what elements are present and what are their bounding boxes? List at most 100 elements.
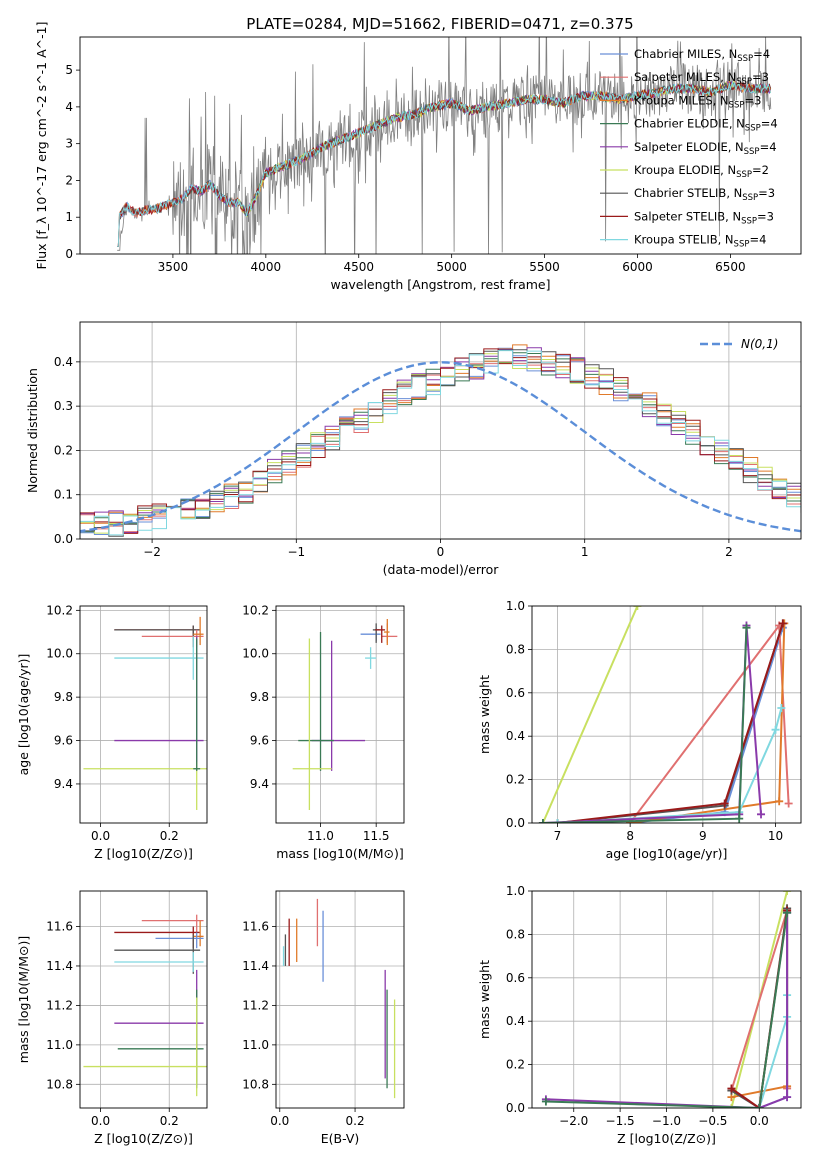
plot-area	[83, 616, 207, 810]
y-tick-label: 0.8	[506, 642, 525, 656]
y-axis-label: mass weight	[477, 960, 492, 1039]
x-tick-label: 1	[581, 545, 589, 559]
legend-label: Chabrier MILES, NSSP=4	[634, 47, 770, 64]
x-tick-label: 0.2	[346, 1114, 365, 1128]
y-tick-label: 11.6	[242, 920, 269, 934]
y-tick-label: 10.0	[46, 647, 73, 661]
histogram-kroupa-elodie	[80, 353, 801, 539]
x-tick-label: 4000	[251, 260, 282, 274]
legend-label: Chabrier STELIB, NSSP=3	[634, 186, 775, 203]
axes-layer: 0.0 0.2 10.8 11.0 11.2 11.4 11.6 Z [log10(Z/Z⊙)…	[16, 890, 208, 1146]
axes-frame	[531, 605, 802, 824]
weight-line-kroupa-elodie	[541, 606, 639, 823]
weight-marker	[757, 810, 766, 819]
panel-age-vs-mass: 11.0 11.5 9.4 9.6 9.8 10.0 10.2 mass [log10(M/M…	[242, 603, 405, 861]
axes-layer: 11.0 11.5 9.4 9.6 9.8 10.0 10.2 mass [log10(M/M…	[242, 603, 405, 861]
legend-subscript: SSP	[737, 54, 753, 64]
y-tick-label: 4	[65, 100, 73, 114]
model-line-kroupa-stelib	[117, 80, 771, 248]
spectrum-legend: Chabrier MILES, NSSP=4 Salpeter MILES, NS…	[600, 47, 778, 250]
legend-count: =3	[758, 186, 775, 200]
axes-layer: 0.0 0.2 9.4 9.6 9.8 10.0 10.2 Z [log10(Z/Z⊙)] ag…	[16, 603, 208, 861]
x-tick-label: 2	[725, 545, 733, 559]
weight-line-salpeter-miles	[629, 622, 790, 823]
x-tick-label: −1.0	[652, 1114, 681, 1128]
legend-subscript: SSP	[742, 193, 758, 203]
legend-label: Kroupa ELODIE, NSSP=2	[634, 163, 769, 180]
y-tick-label: 10.0	[242, 647, 269, 661]
legend-subscript: SSP	[729, 100, 745, 110]
weight-marker	[742, 623, 751, 632]
panel-mass-weight-vs-Z: −2.0 −1.5 −1.0 −0.5 0.0 0.0 0.2 0.4 0.6 0.8 1.0 Z […	[477, 884, 802, 1146]
plot-area	[80, 344, 801, 539]
x-tick-label: −0.5	[698, 1114, 727, 1128]
x-tick-label: 0.0	[270, 1114, 289, 1128]
weight-marker	[735, 814, 744, 823]
x-axis-label: Z [log10(Z/Z⊙)]	[617, 1131, 716, 1146]
histogram-chabrier-stelib	[80, 349, 801, 539]
axes-layer: 7 8 9 10 0.0 0.2 0.4 0.6 0.8 1.0 age [log10(age/yr…	[477, 599, 802, 861]
weight-marker	[553, 819, 562, 823]
legend-label: Salpeter ELODIE, NSSP=4	[634, 140, 777, 157]
y-tick-label: 11.2	[242, 998, 269, 1012]
x-tick-label: 5500	[529, 260, 560, 274]
x-tick-label: 7	[554, 829, 562, 843]
y-tick-label: 9.6	[250, 734, 269, 748]
y-tick-label: 0.8	[506, 927, 525, 941]
weight-marker	[727, 1084, 736, 1093]
weight-marker	[771, 725, 780, 734]
legend-count: =2	[752, 163, 769, 177]
x-tick-label: 5000	[436, 260, 467, 274]
y-tick-label: 11.2	[46, 998, 73, 1012]
axes-frame	[275, 605, 405, 824]
legend-subscript: SSP	[744, 147, 760, 157]
y-tick-label: 0.3	[54, 399, 73, 413]
y-tick-label: 10.8	[46, 1077, 73, 1091]
axes-frame	[275, 890, 405, 1109]
x-tick-label: 11.0	[307, 829, 334, 843]
legend-subscript: SSP	[734, 240, 750, 250]
axes-frame	[79, 36, 802, 255]
panel-age-vs-Z: 0.0 0.2 9.4 9.6 9.8 10.0 10.2 Z [log10(Z/Z⊙)] ag…	[16, 603, 208, 861]
weight-marker	[538, 819, 547, 823]
legend-label: N(0,1)	[741, 337, 778, 351]
panel-mass-vs-EBV: 0.0 0.2 10.8 11.0 11.2 11.4 11.6 E(B-V)	[242, 890, 405, 1146]
weight-marker	[775, 797, 784, 806]
y-tick-label: 0.6	[506, 686, 525, 700]
weight-marker	[633, 606, 642, 610]
legend-subscript: SSP	[741, 216, 757, 226]
plot-area	[83, 914, 207, 1097]
y-axis-label: mass weight	[477, 675, 492, 754]
legend-label: Kroupa MILES, NSSP=3	[634, 93, 761, 110]
y-tick-label: 0	[65, 247, 73, 261]
weight-marker	[727, 1104, 736, 1108]
x-tick-label: 0.0	[750, 1114, 769, 1128]
y-tick-label: 9.8	[54, 690, 73, 704]
y-tick-label: 9.6	[54, 734, 73, 748]
y-tick-label: 0.2	[54, 443, 73, 457]
model-line-salpeter-stelib	[117, 81, 771, 248]
x-tick-label: 0	[437, 545, 445, 559]
legend-label: Salpeter MILES, NSSP=3	[634, 70, 769, 87]
y-axis-label: Flux [f_λ 10^-17 erg cm^-2 s^-1 A^-1]	[34, 22, 49, 270]
axes-layer: 3500 4000 4500 5000 5500 6000 6500 0 1 2 3 4 5 wavele…	[34, 22, 802, 292]
y-tick-label: 1.0	[506, 884, 525, 898]
weight-line-chabrier-elodie	[542, 627, 748, 823]
y-tick-label: 1	[65, 210, 73, 224]
weight-line-chabrier-elodie	[545, 912, 789, 1108]
x-tick-label: 4500	[343, 260, 374, 274]
panel-residuals: −2 −1 0 1 2 0.0 0.1 0.2 0.3 0.4 (data-model)/error…	[25, 321, 802, 577]
plot-area	[541, 891, 792, 1108]
plot-area	[117, 37, 772, 254]
y-tick-label: 3	[65, 137, 73, 151]
weight-marker	[755, 1104, 764, 1108]
y-axis-label: Normed distribution	[25, 368, 40, 493]
x-tick-label: 10	[768, 829, 783, 843]
y-tick-label: 2	[65, 173, 73, 187]
axes-layer: −2 −1 0 1 2 0.0 0.1 0.2 0.3 0.4 (data-model)/error…	[25, 321, 802, 577]
x-axis-label: age [log10(age/yr)]	[606, 846, 728, 861]
y-tick-label: 0.2	[506, 1058, 525, 1072]
weight-marker	[783, 908, 792, 917]
y-tick-label: 9.8	[250, 690, 269, 704]
